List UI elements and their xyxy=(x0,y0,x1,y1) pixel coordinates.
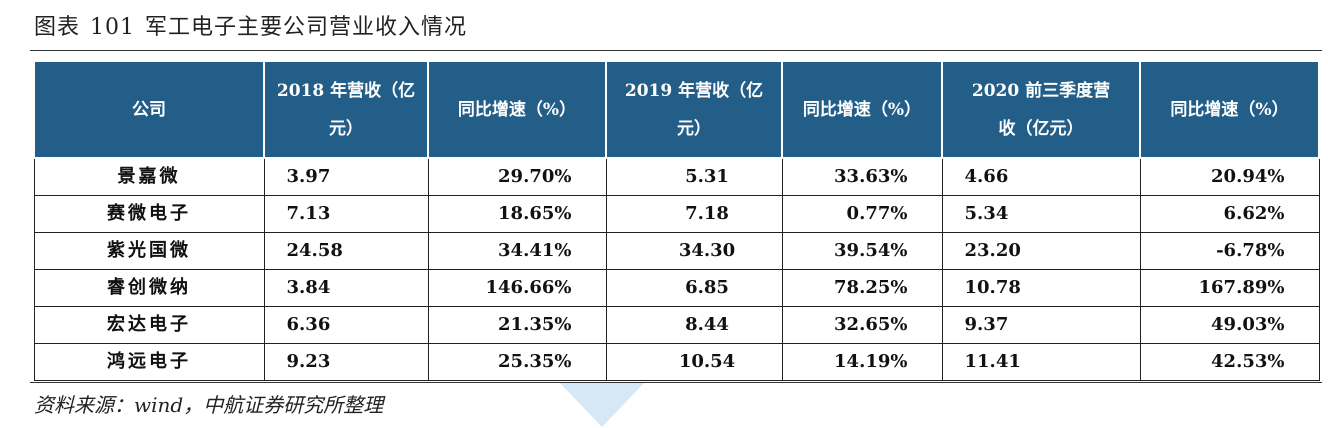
cell-yoy-2018: 34.41% xyxy=(427,231,607,270)
revenue-table: 公司 2018 年营收（亿元） 同比增速（%） 2019 年营收（亿元） 同比增… xyxy=(33,60,1320,381)
cell-rev-2020q3: 11.41 xyxy=(941,342,1141,381)
cell-rev-2020q3: 5.34 xyxy=(941,194,1141,233)
header-rev-2020q3: 2020 前三季度营收（亿元） xyxy=(941,60,1141,159)
cell-company: 紫光国微 xyxy=(33,231,265,270)
table-row: 宏达电子 6.36 21.35% 8.44 32.65% 9.37 49.03% xyxy=(33,305,1320,344)
decorative-wedge xyxy=(560,383,644,427)
cell-yoy-2020q3: -6.78% xyxy=(1139,231,1320,270)
cell-yoy-2018: 21.35% xyxy=(427,305,607,344)
cell-rev-2020q3: 23.20 xyxy=(941,231,1141,270)
cell-yoy-2019: 33.63% xyxy=(781,157,943,196)
cell-company: 景嘉微 xyxy=(33,157,265,196)
table-row: 鸿远电子 9.23 25.35% 10.54 14.19% 11.41 42.5… xyxy=(33,342,1320,381)
header-yoy-2019: 同比增速（%） xyxy=(781,60,943,159)
table-row: 紫光国微 24.58 34.41% 34.30 39.54% 23.20 -6.… xyxy=(33,231,1320,270)
cell-rev-2018: 3.84 xyxy=(263,268,429,307)
header-yoy-2020q3: 同比增速（%） xyxy=(1139,60,1320,159)
cell-rev-2019: 8.44 xyxy=(605,305,783,344)
caption-prefix: 图表 xyxy=(34,15,81,40)
cell-yoy-2020q3: 6.62% xyxy=(1139,194,1320,233)
cell-rev-2019: 7.18 xyxy=(605,194,783,233)
header-rev-2018: 2018 年营收（亿元） xyxy=(263,60,429,159)
table-row: 景嘉微 3.97 29.70% 5.31 33.63% 4.66 20.94% xyxy=(33,157,1320,196)
cell-rev-2019: 6.85 xyxy=(605,268,783,307)
table-caption: 图表 101 军工电子主要公司营业收入情况 xyxy=(34,14,467,42)
caption-title: 军工电子主要公司营业收入情况 xyxy=(145,15,468,40)
cell-company: 鸿远电子 xyxy=(33,342,265,381)
cell-yoy-2018: 146.66% xyxy=(427,268,607,307)
cell-company: 宏达电子 xyxy=(33,305,265,344)
header-company: 公司 xyxy=(33,60,265,159)
header-row: 公司 2018 年营收（亿元） 同比增速（%） 2019 年营收（亿元） 同比增… xyxy=(33,60,1320,159)
cell-rev-2018: 6.36 xyxy=(263,305,429,344)
cell-rev-2020q3: 10.78 xyxy=(941,268,1141,307)
cell-yoy-2019: 32.65% xyxy=(781,305,943,344)
source-suffix: ，中航证券研究所整理 xyxy=(183,393,384,417)
cell-yoy-2019: 78.25% xyxy=(781,268,943,307)
cell-yoy-2019: 39.54% xyxy=(781,231,943,270)
caption-number: 101 xyxy=(90,15,136,40)
cell-yoy-2020q3: 167.89% xyxy=(1139,268,1320,307)
cell-yoy-2018: 25.35% xyxy=(427,342,607,381)
cell-rev-2020q3: 9.37 xyxy=(941,305,1141,344)
cell-yoy-2018: 18.65% xyxy=(427,194,607,233)
cell-rev-2020q3: 4.66 xyxy=(941,157,1141,196)
cell-yoy-2019: 14.19% xyxy=(781,342,943,381)
cell-rev-2018: 9.23 xyxy=(263,342,429,381)
header-rev-2019: 2019 年营收（亿元） xyxy=(605,60,783,159)
bottom-rule xyxy=(30,382,1322,383)
cell-company: 赛微电子 xyxy=(33,194,265,233)
cell-rev-2018: 7.13 xyxy=(263,194,429,233)
cell-rev-2019: 34.30 xyxy=(605,231,783,270)
table-row: 赛微电子 7.13 18.65% 7.18 0.77% 5.34 6.62% xyxy=(33,194,1320,233)
cell-rev-2018: 24.58 xyxy=(263,231,429,270)
source-text: 资料来源：wind xyxy=(34,393,184,417)
cell-rev-2019: 10.54 xyxy=(605,342,783,381)
cell-rev-2019: 5.31 xyxy=(605,157,783,196)
cell-rev-2018: 3.97 xyxy=(263,157,429,196)
header-yoy-2018: 同比增速（%） xyxy=(427,60,607,159)
table-row: 睿创微纳 3.84 146.66% 6.85 78.25% 10.78 167.… xyxy=(33,268,1320,307)
cell-yoy-2019: 0.77% xyxy=(781,194,943,233)
source-note: 资料来源：wind，中航证券研究所整理 xyxy=(34,392,383,418)
cell-company: 睿创微纳 xyxy=(33,268,265,307)
top-rule xyxy=(30,50,1322,51)
cell-yoy-2020q3: 42.53% xyxy=(1139,342,1320,381)
cell-yoy-2018: 29.70% xyxy=(427,157,607,196)
cell-yoy-2020q3: 20.94% xyxy=(1139,157,1320,196)
cell-yoy-2020q3: 49.03% xyxy=(1139,305,1320,344)
